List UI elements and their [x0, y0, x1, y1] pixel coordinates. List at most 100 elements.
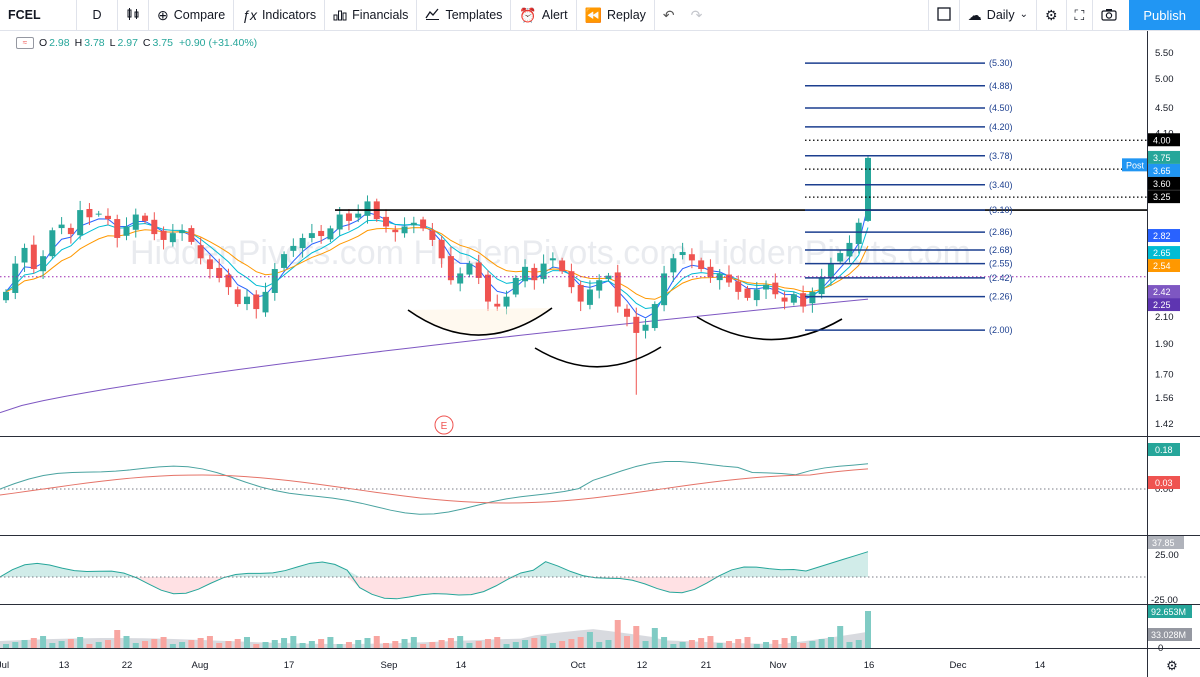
volume-bar	[438, 640, 445, 648]
candle-body	[225, 274, 232, 288]
price-badge	[1148, 176, 1180, 190]
time-tick-label: Aug	[192, 660, 209, 671]
price-badge	[1148, 285, 1180, 299]
moving-average-line	[5, 219, 869, 310]
volume-bar	[420, 644, 427, 648]
replay-icon: ⏪	[584, 7, 602, 23]
volume-bar	[21, 640, 28, 648]
series-style-icon[interactable]: ≈	[16, 37, 34, 49]
candle-body	[253, 294, 260, 310]
redo-icon: ↷	[690, 7, 703, 23]
volume-bar	[466, 643, 473, 648]
time-tick-label: Jul	[0, 660, 9, 671]
price-badge-label: 2.65	[1153, 248, 1171, 258]
fullscreen-button[interactable]: ⛶	[1067, 0, 1094, 30]
candle-body	[438, 239, 445, 259]
candle-body	[206, 259, 213, 270]
timeframe-dropdown[interactable]: ☁ Daily ⌄	[960, 0, 1037, 30]
candle-body	[12, 263, 19, 293]
chart-area[interactable]: HiddenPivots.com HiddenPivots.com Hidden…	[0, 31, 1200, 677]
candle-body	[262, 291, 269, 313]
settings-button[interactable]: ⚙	[1037, 0, 1067, 30]
candle-body	[679, 252, 686, 256]
indicators-button[interactable]: ƒx Indicators	[234, 0, 326, 30]
time-tick-label: 21	[701, 660, 712, 671]
volume-average-badge	[1148, 628, 1192, 641]
candle-body	[494, 303, 501, 307]
fib-level-label: (5.30)	[989, 58, 1013, 68]
interval-button[interactable]: D	[77, 0, 118, 30]
financials-label: Financials	[352, 8, 409, 22]
templates-button[interactable]: Templates	[417, 0, 512, 30]
financials-button[interactable]: Financials	[325, 0, 418, 30]
alert-button[interactable]: ⏰ Alert	[511, 0, 577, 30]
price-badge-label: 3.65	[1153, 166, 1171, 176]
volume-bar	[104, 640, 111, 648]
chart-type-button[interactable]	[118, 0, 149, 30]
candle-body	[132, 214, 139, 230]
pane-dividers	[0, 31, 1200, 677]
candle-body	[596, 280, 603, 291]
volume-bar	[383, 643, 390, 648]
candle-body	[3, 291, 9, 301]
snapshot-button[interactable]	[1093, 0, 1125, 30]
redo-button[interactable]: ↷	[683, 0, 711, 30]
close-value: 3.75	[152, 37, 173, 49]
volume-bar	[457, 636, 464, 648]
price-badge	[1148, 150, 1180, 164]
price-tick-label: 1.42	[1155, 419, 1174, 430]
volume-bar	[95, 642, 102, 648]
momentum-tick-label: 25.00	[1155, 550, 1179, 561]
volume-bar	[642, 641, 649, 648]
fib-level-label: (2.42)	[989, 273, 1013, 283]
volume-bar	[40, 636, 47, 648]
price-badge	[1148, 190, 1180, 204]
ohlc-legend: ≈ O 2.98 H 3.78 L 2.97 C 3.75 +0.90 (+31.40%…	[16, 37, 257, 49]
candle-body	[216, 267, 223, 278]
price-tick-label: 1.56	[1155, 393, 1174, 404]
volume-bar	[596, 642, 603, 648]
time-axis[interactable]: Jul 13 22 Aug 17 Sep 14 Oct 12 21 Nov 16 Dec 14 ⚙	[0, 658, 1178, 673]
time-tick-label: Dec	[950, 660, 967, 671]
price-badge-label: 3.75	[1153, 153, 1171, 163]
low-label: L	[109, 37, 116, 49]
symbol-search[interactable]: FCEL	[0, 0, 77, 30]
candle-body	[392, 229, 399, 233]
post-badge-label: Post	[1126, 160, 1145, 170]
templates-label: Templates	[445, 8, 503, 22]
candle-body	[447, 256, 454, 281]
oscillator-slow-line	[0, 468, 869, 504]
undo-button[interactable]: ↶	[655, 0, 683, 30]
momentum-negative-area	[0, 577, 868, 599]
publish-button[interactable]: Publish	[1129, 0, 1200, 30]
volume-bar	[253, 644, 260, 648]
candles	[3, 155, 871, 395]
volume-badge	[1148, 605, 1192, 618]
price-badge-label: 3.60	[1153, 179, 1171, 189]
candle-body	[670, 258, 677, 273]
momentum-badge-label: 37.85	[1152, 538, 1175, 548]
candle-body	[651, 304, 658, 329]
drawings: E	[0, 139, 1147, 435]
replay-button[interactable]: ⏪ Replay	[577, 0, 655, 30]
fib-level-label: (2.00)	[989, 325, 1013, 335]
volume-bar	[679, 642, 686, 648]
candle-body	[661, 273, 668, 306]
volume-bar	[522, 640, 529, 648]
candle-body	[299, 237, 306, 249]
price-badge-label: 2.25	[1153, 300, 1171, 310]
square-icon	[937, 7, 951, 23]
open-label: O	[39, 37, 48, 49]
indicators-label: Indicators	[261, 8, 317, 22]
fib-level-label: (2.68)	[989, 245, 1013, 255]
moving-average-line	[5, 227, 869, 300]
layout-button[interactable]	[927, 0, 960, 30]
price-tick-label: 5.50	[1155, 48, 1174, 59]
candle-body	[30, 244, 37, 270]
compare-button[interactable]: ⊕ Compare	[149, 0, 235, 30]
open-value: 2.98	[49, 37, 70, 49]
volume-bar	[355, 640, 362, 648]
price-axis[interactable]: 5.505.004.504.103.802.802.101.901.701.56…	[1122, 48, 1180, 430]
volume-bar	[206, 636, 213, 648]
price-tick-label: 2.10	[1155, 312, 1174, 323]
